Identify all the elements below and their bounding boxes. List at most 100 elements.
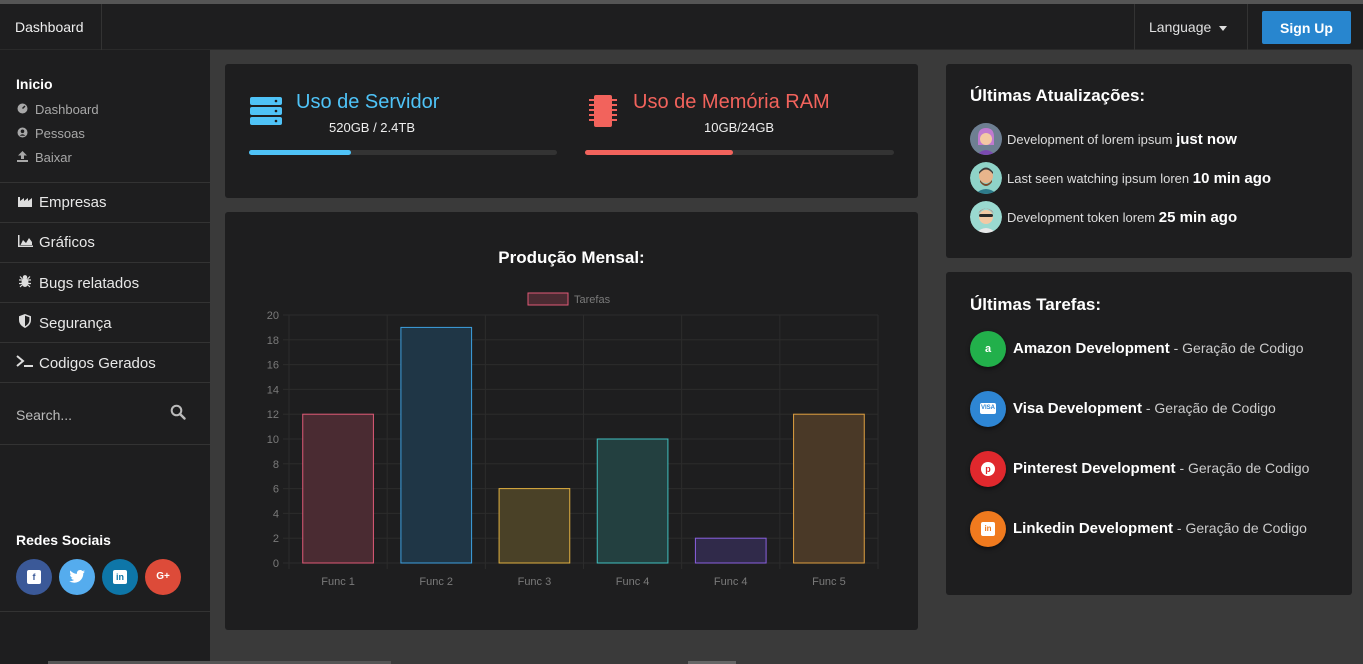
update-time: 10 min ago bbox=[1192, 170, 1272, 187]
scrollbar-track[interactable] bbox=[48, 661, 391, 664]
update-item[interactable]: Development token lorem 25 min ago bbox=[970, 201, 1330, 233]
memory-chip-icon bbox=[588, 94, 618, 133]
top-strip bbox=[0, 0, 1363, 4]
chart-bar bbox=[793, 413, 865, 564]
scrollbar-thumb[interactable] bbox=[688, 661, 736, 664]
update-text: Last seen watching ipsum loren bbox=[1007, 171, 1190, 186]
chart-bar bbox=[400, 326, 473, 564]
chart-title: Produção Mensal: bbox=[498, 248, 645, 267]
sidebar-item-label: Gráficos bbox=[39, 234, 95, 251]
x-tick-label: Func 2 bbox=[419, 576, 453, 588]
language-dropdown[interactable]: Language bbox=[1134, 4, 1248, 50]
server-icon bbox=[249, 96, 283, 131]
y-tick-label: 10 bbox=[267, 434, 279, 446]
y-tick-label: 16 bbox=[267, 360, 279, 372]
chart-panel: Produção Mensal: 0 2 4 6 8 10 12 14 16 18 20 Func 1… bbox=[225, 212, 918, 630]
legend-swatch bbox=[527, 292, 569, 306]
language-label: Language bbox=[1149, 19, 1212, 35]
y-tick-label: 4 bbox=[273, 508, 279, 520]
sidebar-subitem-label: Baixar bbox=[35, 150, 72, 165]
signup-button[interactable]: Sign Up bbox=[1262, 11, 1351, 44]
terminal-icon bbox=[16, 354, 34, 371]
linkedin-icon: in bbox=[113, 570, 127, 584]
updates-panel: Últimas Atualizações: Development of lor… bbox=[946, 64, 1352, 258]
pinterest-icon: p bbox=[981, 462, 995, 476]
sidebar-item-label: Empresas bbox=[39, 194, 107, 211]
user-icon bbox=[16, 127, 29, 141]
y-tick-label: 2 bbox=[273, 533, 279, 545]
update-time: just now bbox=[1176, 131, 1237, 148]
y-tick-label: 14 bbox=[267, 384, 279, 396]
sidebar-item-seguranca[interactable]: Segurança bbox=[0, 302, 210, 342]
amazon-icon: a bbox=[984, 343, 992, 355]
sidebar-item-bugs[interactable]: Bugs relatados bbox=[0, 262, 210, 302]
stats-panel: Uso de Servidor 520GB / 2.4TB Uso de Mem… bbox=[225, 64, 918, 198]
linkedin-button[interactable]: in bbox=[102, 559, 138, 595]
sidebar: Inicio Dashboard Pessoas Baixar Empresas… bbox=[0, 50, 210, 664]
linkedin-icon: in bbox=[981, 522, 995, 536]
task-desc: - Geração de Codigo bbox=[1173, 340, 1304, 356]
task-desc: - Geração de Codigo bbox=[1145, 400, 1276, 416]
task-item[interactable]: a Amazon Development - Geração de Codigo bbox=[970, 331, 1330, 367]
chart-bar bbox=[694, 537, 767, 564]
ram-progress-fill bbox=[585, 150, 734, 155]
ram-usage-title: Uso de Memória RAM bbox=[633, 91, 830, 113]
task-item[interactable]: in Linkedin Development - Geração de Cod… bbox=[970, 511, 1330, 547]
update-item[interactable]: Development of lorem ipsum just now bbox=[970, 123, 1330, 155]
visa-icon: VISA bbox=[980, 403, 996, 414]
task-icon-circle: VISA bbox=[970, 391, 1006, 427]
update-text: Development of lorem ipsum bbox=[1007, 132, 1173, 147]
avatar bbox=[970, 123, 1002, 155]
twitter-button[interactable] bbox=[59, 559, 95, 595]
task-icon-circle: a bbox=[970, 331, 1006, 367]
tasks-title: Últimas Tarefas: bbox=[970, 295, 1102, 314]
task-name: Linkedin Development bbox=[1013, 520, 1174, 537]
bar-chart: 0 2 4 6 8 10 12 14 16 18 20 Func 1 Func 2 Func 3 Func … bbox=[267, 292, 879, 588]
y-tick-label: 20 bbox=[267, 310, 279, 322]
sidebar-search bbox=[0, 382, 210, 445]
task-icon-circle: p bbox=[970, 451, 1006, 487]
server-progress-fill bbox=[249, 150, 351, 155]
brand-link[interactable]: Dashboard bbox=[0, 4, 102, 50]
sidebar-subitem-dashboard[interactable]: Dashboard bbox=[16, 102, 99, 117]
social-title: Redes Sociais bbox=[16, 532, 111, 548]
x-tick-label: Func 4 bbox=[616, 576, 650, 588]
y-tick-label: 12 bbox=[267, 409, 279, 421]
x-tick-label: Func 3 bbox=[518, 576, 552, 588]
y-tick-label: 0 bbox=[273, 558, 279, 570]
search-icon[interactable] bbox=[170, 404, 188, 422]
tasks-panel: Últimas Tarefas: a Amazon Development - … bbox=[946, 272, 1352, 595]
y-tick-label: 18 bbox=[267, 335, 279, 347]
chart-bar bbox=[498, 488, 571, 564]
sidebar-subitem-pessoas[interactable]: Pessoas bbox=[16, 126, 85, 141]
x-tick-label: Func 4 bbox=[714, 576, 748, 588]
y-tick-label: 8 bbox=[273, 459, 279, 471]
search-input[interactable] bbox=[16, 405, 156, 425]
task-item[interactable]: VISA Visa Development - Geração de Codig… bbox=[970, 391, 1330, 427]
sidebar-item-graficos[interactable]: Gráficos bbox=[0, 222, 210, 262]
google-plus-icon: G+ bbox=[156, 571, 170, 582]
task-icon-circle: in bbox=[970, 511, 1006, 547]
industry-icon bbox=[16, 195, 34, 210]
sidebar-item-codigos[interactable]: Codigos Gerados bbox=[0, 342, 210, 382]
updates-title: Últimas Atualizações: bbox=[970, 86, 1146, 105]
upload-icon bbox=[16, 151, 29, 165]
google-plus-button[interactable]: G+ bbox=[145, 559, 181, 595]
sidebar-subitem-baixar[interactable]: Baixar bbox=[16, 150, 72, 165]
sidebar-item-empresas[interactable]: Empresas bbox=[0, 182, 210, 222]
sidebar-item-label: Segurança bbox=[39, 315, 112, 332]
server-usage-value: 520GB / 2.4TB bbox=[329, 120, 415, 135]
update-time: 25 min ago bbox=[1158, 209, 1238, 226]
divider bbox=[0, 611, 210, 612]
sidebar-section-title: Inicio bbox=[16, 76, 53, 92]
dashboard-icon bbox=[16, 103, 29, 117]
task-name: Amazon Development bbox=[1013, 340, 1170, 357]
facebook-button[interactable]: f bbox=[16, 559, 52, 595]
update-item[interactable]: Last seen watching ipsum loren 10 min ag… bbox=[970, 162, 1330, 194]
task-item[interactable]: p Pinterest Development - Geração de Cod… bbox=[970, 451, 1330, 487]
sidebar-item-label: Bugs relatados bbox=[39, 275, 140, 292]
update-text: Development token lorem bbox=[1007, 210, 1156, 225]
legend-label: Tarefas bbox=[574, 294, 611, 306]
x-tick-label: Func 1 bbox=[321, 576, 355, 588]
task-desc: - Geração de Codigo bbox=[1179, 460, 1310, 476]
